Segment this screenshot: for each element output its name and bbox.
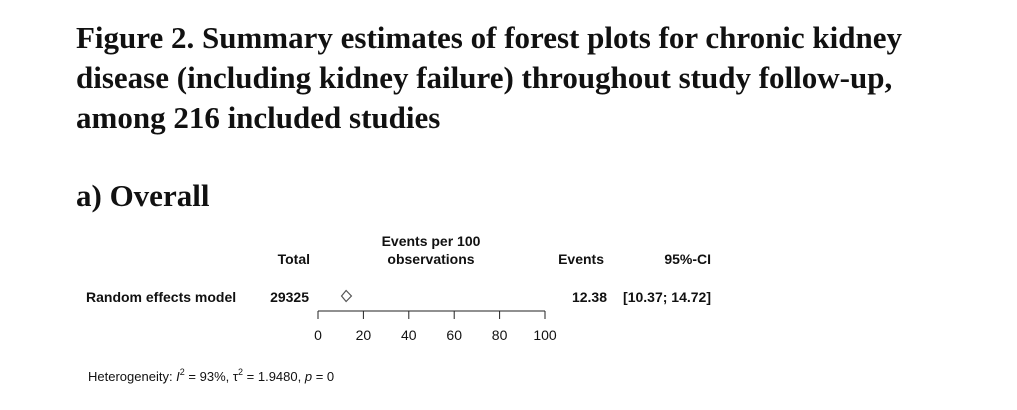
i2-value: = 93%, xyxy=(185,369,233,384)
x-tick-label-100: 100 xyxy=(533,327,557,343)
p-symbol: p xyxy=(304,369,312,384)
tau2-value: = 1.9480, xyxy=(243,369,305,384)
header-total: Total xyxy=(278,251,310,267)
heterogeneity-prefix: Heterogeneity: xyxy=(88,369,176,384)
x-tick-label-20: 20 xyxy=(356,327,372,343)
x-tick-label-60: 60 xyxy=(446,327,462,343)
header-effect-line2: observations xyxy=(387,251,474,267)
header-effect-line1: Events per 100 xyxy=(382,233,481,249)
tau2-symbol: τ xyxy=(233,369,239,384)
x-tick-label-0: 0 xyxy=(314,327,322,343)
header-events: Events xyxy=(558,251,604,267)
heterogeneity-text: Heterogeneity: I2 = 93%, τ2 = 1.9480, p … xyxy=(88,367,334,384)
estimate-markers xyxy=(340,289,353,303)
p-value: = 0 xyxy=(312,369,334,384)
figure-title: Figure 2. Summary estimates of forest pl… xyxy=(76,20,903,135)
row-total: 29325 xyxy=(270,289,309,305)
row-ci: [10.37; 14.72] xyxy=(623,289,711,305)
header-ci: 95%-CI xyxy=(664,251,711,267)
row-label: Random effects model xyxy=(86,289,236,305)
x-tick-label-80: 80 xyxy=(492,327,508,343)
row-events: 12.38 xyxy=(572,289,607,305)
x-axis: 0 20 40 60 80 100 xyxy=(314,310,557,343)
summary-diamond-0 xyxy=(340,289,353,303)
x-tick-label-40: 40 xyxy=(401,327,417,343)
i2-symbol: I xyxy=(176,369,180,384)
panel-title: a) Overall xyxy=(76,178,210,213)
